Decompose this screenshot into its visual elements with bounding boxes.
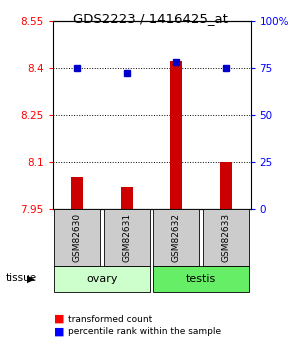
Text: ovary: ovary <box>86 274 118 284</box>
Text: tissue: tissue <box>6 274 37 283</box>
Bar <box>55 209 100 266</box>
Bar <box>170 61 182 209</box>
Bar <box>55 266 149 292</box>
Bar <box>121 187 133 209</box>
Bar <box>154 266 248 292</box>
Text: GSM82631: GSM82631 <box>122 213 131 262</box>
Text: GSM82633: GSM82633 <box>221 213 230 262</box>
Text: percentile rank within the sample: percentile rank within the sample <box>68 327 220 336</box>
Text: GSM82632: GSM82632 <box>172 213 181 262</box>
Bar <box>71 177 83 209</box>
Text: testis: testis <box>186 274 216 284</box>
Bar <box>104 209 149 266</box>
Bar <box>203 209 248 266</box>
Text: GSM82630: GSM82630 <box>73 213 82 262</box>
Bar <box>154 209 199 266</box>
Text: GDS2223 / 1416425_at: GDS2223 / 1416425_at <box>73 12 227 25</box>
Bar <box>220 162 232 209</box>
Text: ■: ■ <box>54 314 64 324</box>
Text: ▶: ▶ <box>27 274 35 283</box>
Text: ■: ■ <box>54 327 64 337</box>
Text: transformed count: transformed count <box>68 315 152 324</box>
